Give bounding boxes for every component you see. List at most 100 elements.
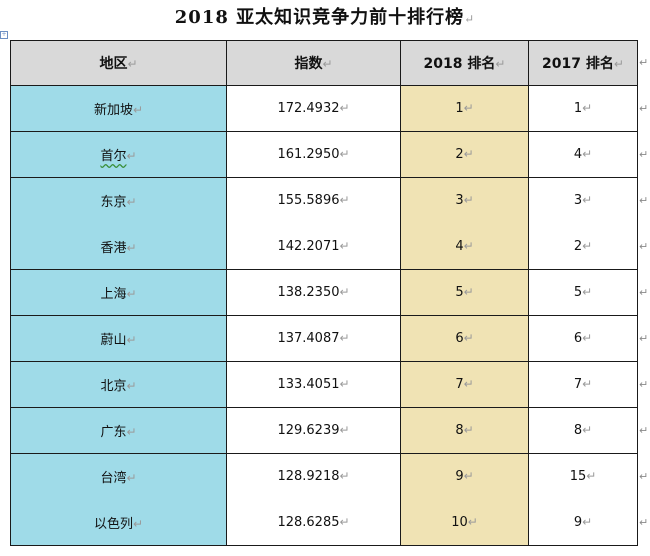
region-cell: 上海↵ xyxy=(10,269,227,316)
paragraph-mark: ↵ xyxy=(339,239,350,253)
paragraph-mark: ↵ xyxy=(463,423,474,437)
paragraph-mark: ↵ xyxy=(339,331,350,345)
region-cell-text: 以色列 xyxy=(93,517,133,532)
document-title: 2018 亚太知识竞争力前十排行榜↵ xyxy=(0,6,650,31)
region-cell-text: 东京 xyxy=(100,195,127,210)
table-row: 广东↵ 129.6239↵ 8↵ 8↵ xyxy=(10,407,638,454)
rank-2018-cell-text: 9 xyxy=(455,469,464,484)
index-cell-text: 161.2950 xyxy=(277,147,340,162)
region-cell-text: 北京 xyxy=(100,379,127,394)
rank-2018-cell: 10↵ xyxy=(400,499,529,546)
index-cell-text: 128.9218 xyxy=(277,469,340,484)
table-row: 东京↵ 155.5896↵ 3↵ 3↵ xyxy=(10,177,638,224)
table-row: 蔚山↵ 137.4087↵ 6↵ 6↵ xyxy=(10,315,638,362)
rank-2017-cell: 1↵ xyxy=(528,85,638,132)
paragraph-mark: ↵ xyxy=(126,195,137,209)
region-cell: 蔚山↵ xyxy=(10,315,227,362)
paragraph-mark: ↵ xyxy=(126,471,137,485)
paragraph-mark: ↵ xyxy=(463,147,474,161)
rank-2017-cell: 2↵ xyxy=(528,223,638,270)
rank-2017-cell: 6↵ xyxy=(528,315,638,362)
region-cell: 以色列↵ xyxy=(10,499,227,546)
region-cell-text: 新加坡 xyxy=(93,103,133,118)
rank-2018-cell: 8↵ xyxy=(400,407,529,454)
row-end-mark: ↵ xyxy=(639,331,649,345)
paragraph-mark: ↵ xyxy=(463,331,474,345)
table-anchor-icon[interactable]: + xyxy=(0,31,8,39)
table-row: 首尔↵ 161.2950↵ 2↵ 4↵ xyxy=(10,131,638,178)
rank-2018-cell: 7↵ xyxy=(400,361,529,408)
paragraph-mark: ↵ xyxy=(464,12,476,26)
paragraph-mark: ↵ xyxy=(463,469,474,483)
row-end-mark: ↵ xyxy=(639,147,649,161)
paragraph-mark: ↵ xyxy=(582,239,593,253)
rank-2017-cell: 5↵ xyxy=(528,269,638,316)
paragraph-mark: ↵ xyxy=(463,193,474,207)
region-cell-text: 台湾 xyxy=(100,471,127,486)
row-end-mark: ↵ xyxy=(639,239,649,253)
paragraph-mark: ↵ xyxy=(463,239,474,253)
row-end-mark: ↵ xyxy=(639,285,649,299)
row-end-mark: ↵ xyxy=(639,469,649,483)
index-cell-text: 133.4051 xyxy=(277,377,340,392)
paragraph-mark: ↵ xyxy=(467,515,478,529)
paragraph-mark: ↵ xyxy=(582,423,593,437)
index-cell: 137.4087↵ xyxy=(226,315,401,362)
rank-2018-cell-text: 10 xyxy=(451,515,468,530)
rank-2018-cell-text: 5 xyxy=(455,285,464,300)
rank-2017-cell-text: 6 xyxy=(573,331,583,346)
paragraph-mark: ↵ xyxy=(582,377,593,391)
paragraph-mark: ↵ xyxy=(339,147,350,161)
table-row: 香港↵ 142.2071↵ 4↵ 2↵ xyxy=(10,223,638,270)
header-row: 地区↵ 指数↵ 2018 排名↵ 2017 排名↵ xyxy=(10,40,638,86)
rank-2018-cell: 5↵ xyxy=(400,269,529,316)
rank-2017-cell-text: 3 xyxy=(573,193,583,208)
index-cell: 128.6285↵ xyxy=(226,499,401,546)
index-cell-text: 172.4932 xyxy=(277,101,340,116)
row-end-mark: ↵ xyxy=(639,193,649,207)
row-end-mark: ↵ xyxy=(639,515,649,529)
rank-2017-cell-text: 2 xyxy=(573,239,583,254)
rank-2017-cell-text: 1 xyxy=(573,101,583,116)
ranking-table: 地区↵ 指数↵ 2018 排名↵ 2017 排名↵ 新加坡↵ 172.4932↵ 1… xyxy=(10,40,638,546)
rank-2017-cell-text: 15 xyxy=(569,469,587,484)
paragraph-mark: ↵ xyxy=(126,379,137,393)
rank-2017-cell-text: 5 xyxy=(573,285,583,300)
rank-2018-cell: 3↵ xyxy=(400,177,529,224)
paragraph-mark: ↵ xyxy=(132,103,144,117)
title-text: 2018 亚太知识竞争力前十排行榜 xyxy=(174,7,465,28)
rank-2017-cell: 4↵ xyxy=(528,131,638,178)
paragraph-mark: ↵ xyxy=(582,515,593,529)
index-cell: 129.6239↵ xyxy=(226,407,401,454)
index-cell-text: 128.6285 xyxy=(277,515,340,530)
rank-2018-cell-text: 6 xyxy=(455,331,464,346)
index-cell: 155.5896↵ xyxy=(226,177,401,224)
paragraph-mark: ↵ xyxy=(586,469,597,483)
region-cell: 台湾↵ xyxy=(10,453,227,500)
index-cell: 138.2350↵ xyxy=(226,269,401,316)
rank-2017-cell-text: 9 xyxy=(573,515,583,530)
rank-2017-cell-text: 4 xyxy=(573,147,583,162)
region-cell: 北京↵ xyxy=(10,361,227,408)
region-cell: 广东↵ xyxy=(10,407,227,454)
region-cell: 香港↵ xyxy=(10,223,227,270)
table-row: 台湾↵ 128.9218↵ 9↵ 15↵ xyxy=(10,453,638,500)
paragraph-mark: ↵ xyxy=(339,285,350,299)
index-cell: 133.4051↵ xyxy=(226,361,401,408)
index-cell: 161.2950↵ xyxy=(226,131,401,178)
rank-2018-cell-text: 1 xyxy=(455,101,464,116)
rank-2018-cell-text: 8 xyxy=(455,423,464,438)
index-cell-text: 155.5896 xyxy=(277,193,340,208)
rank-2018-cell: 4↵ xyxy=(400,223,529,270)
index-cell-text: 142.2071 xyxy=(277,239,340,254)
header-index: 指数↵ xyxy=(226,40,401,86)
paragraph-mark: ↵ xyxy=(339,101,350,115)
paragraph-mark: ↵ xyxy=(582,193,593,207)
region-cell-text: 蔚山 xyxy=(100,333,127,348)
table-row: 新加坡↵ 172.4932↵ 1↵ 1↵ xyxy=(10,85,638,132)
paragraph-mark: ↵ xyxy=(339,423,350,437)
row-end-mark: ↵ xyxy=(639,101,649,115)
rank-2018-cell-text: 4 xyxy=(455,239,464,254)
rank-2017-cell-text: 7 xyxy=(573,377,583,392)
paragraph-mark: ↵ xyxy=(339,515,350,529)
